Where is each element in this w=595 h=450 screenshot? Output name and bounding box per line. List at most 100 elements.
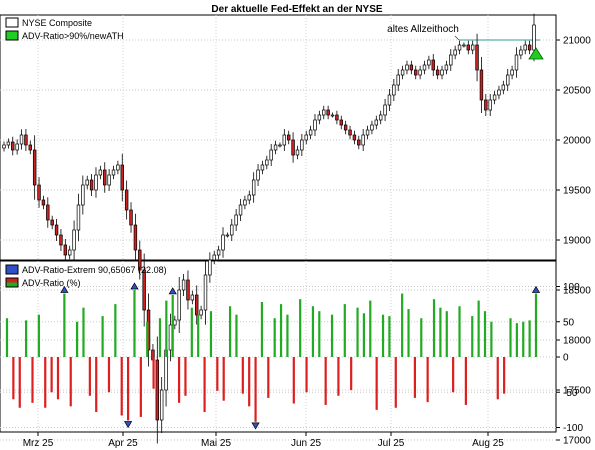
ratio-bar	[139, 357, 142, 417]
ratio-bar	[509, 318, 512, 357]
ratio-bar	[324, 357, 327, 405]
candle-up	[523, 44, 527, 51]
ratio-y-tick-label: 50	[563, 317, 575, 328]
ratio-bar	[515, 323, 518, 357]
candle-up	[510, 69, 514, 76]
ratio-bar	[496, 357, 499, 400]
candle-up	[159, 389, 164, 421]
candle-down	[335, 114, 339, 121]
ratio-bar	[152, 357, 155, 389]
ratio-bar	[37, 314, 40, 357]
candle-up	[506, 74, 510, 86]
ratio-y-axis: -100 -50 0 50 100	[556, 282, 583, 434]
ratio-bar	[120, 357, 123, 416]
candle-up	[234, 214, 238, 226]
candle-up	[322, 109, 326, 116]
ratio-bar	[350, 357, 353, 391]
candle-up	[251, 179, 256, 196]
candle-up	[405, 64, 409, 71]
legend-label-ratio: ADV-Ratio (%)	[22, 278, 81, 288]
candle-down	[287, 134, 291, 141]
candle-up	[378, 114, 383, 121]
candle-up	[304, 134, 308, 141]
ratio-bar	[203, 357, 206, 412]
x-tick-label: Apr 25	[108, 438, 138, 449]
ratio-bar	[44, 357, 47, 408]
candle-up	[168, 324, 173, 351]
candle-up	[81, 184, 85, 206]
price-y-tick-label: 19000	[563, 236, 591, 247]
ratio-bar	[254, 357, 257, 422]
candle-up	[273, 144, 278, 151]
ratio-bar	[184, 357, 187, 396]
extreme-marker	[531, 285, 541, 293]
candle-up	[6, 141, 11, 146]
candle-down	[414, 69, 418, 76]
ratio-bar	[101, 316, 104, 357]
old-ath-annotation: altes Allzeithoch	[387, 24, 459, 35]
candle-down	[11, 141, 15, 151]
candle-up	[457, 44, 462, 51]
ratio-bar	[88, 357, 91, 396]
candles	[2, 13, 536, 444]
candle-up	[212, 254, 216, 261]
ratio-bar	[420, 318, 423, 357]
candle-down	[138, 249, 142, 271]
candle-up	[243, 199, 247, 206]
candle-up	[94, 174, 98, 191]
price-y-tick-label: 18000	[563, 336, 591, 347]
ratio-bar	[63, 293, 66, 357]
candle-up	[365, 129, 370, 136]
price-legend: NYSE Composite ADV-Ratio>90%/newATH	[5, 17, 124, 41]
candle-up	[230, 224, 234, 236]
candle-down	[54, 224, 59, 236]
candle-up	[269, 149, 273, 161]
candle-up	[453, 49, 457, 56]
x-axis: Mrz 25 Apr 25 Mai 25 Jun 25 Jul 25 Aug 25	[23, 432, 504, 449]
ratio-bar	[165, 300, 168, 357]
candle-up	[313, 119, 317, 131]
candle-down	[484, 99, 488, 111]
candle-up	[449, 54, 453, 66]
ratio-bar	[477, 300, 480, 357]
candle-up	[76, 204, 81, 231]
candle-up	[278, 144, 282, 147]
candle-up	[177, 289, 181, 321]
ratio-bar	[445, 311, 448, 357]
ratio-y-tick-label: -50	[563, 388, 578, 399]
candle-down	[63, 244, 68, 256]
ratio-bar	[56, 357, 60, 400]
candle-up	[221, 234, 225, 251]
candle-down	[291, 139, 295, 156]
candle-up	[330, 114, 335, 117]
candle-up	[440, 69, 444, 76]
legend-label-extreme: ADV-Ratio-Extrem 90,65067 (22.08)	[22, 265, 167, 275]
candle-up	[501, 84, 506, 91]
candle-up	[370, 124, 374, 131]
ratio-bar	[267, 357, 270, 398]
candle-down	[409, 64, 414, 71]
ratio-bar	[209, 311, 213, 357]
candle-down	[155, 359, 160, 421]
legend-swatch-ratio-bottom	[6, 282, 18, 287]
candle-down	[24, 134, 28, 146]
candle-down	[466, 44, 471, 51]
ratio-bar	[381, 314, 385, 357]
ratio-bar	[407, 309, 410, 357]
candle-up	[199, 309, 203, 316]
ratio-bar	[503, 357, 506, 394]
ratio-bar	[114, 304, 117, 357]
candle-up	[181, 279, 186, 291]
candle-up	[67, 249, 72, 256]
legend-label-nyse: NYSE Composite	[22, 18, 92, 28]
ratio-bar	[362, 313, 366, 357]
candle-up	[238, 204, 243, 216]
ratio-bar	[177, 357, 181, 403]
ratio-legend: ADV-Ratio-Extrem 90,65067 (22.08) ADV-Ra…	[5, 264, 167, 288]
ratio-bar	[197, 314, 200, 357]
candle-up	[116, 164, 120, 171]
price-grid	[0, 15, 556, 441]
candle-down	[142, 269, 146, 311]
price-y-tick-label: 19500	[563, 186, 591, 197]
